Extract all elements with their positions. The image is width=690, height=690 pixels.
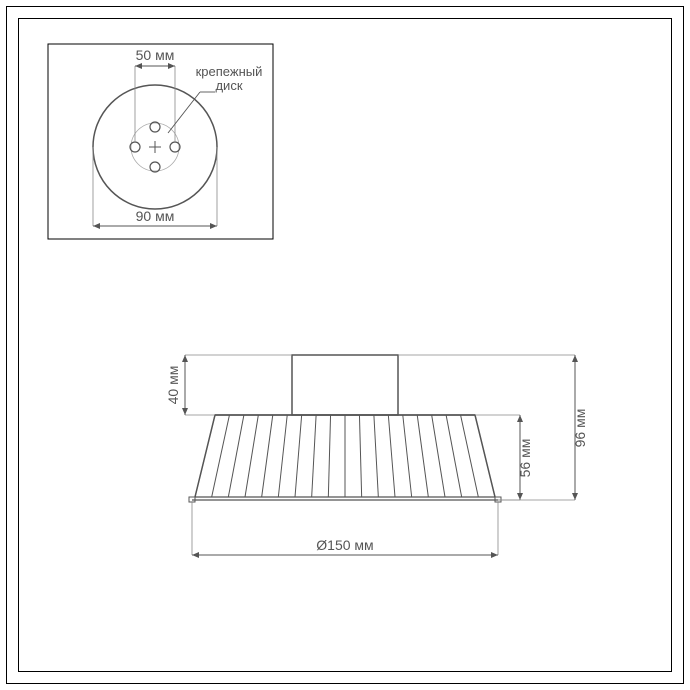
inner-frame — [18, 18, 672, 672]
